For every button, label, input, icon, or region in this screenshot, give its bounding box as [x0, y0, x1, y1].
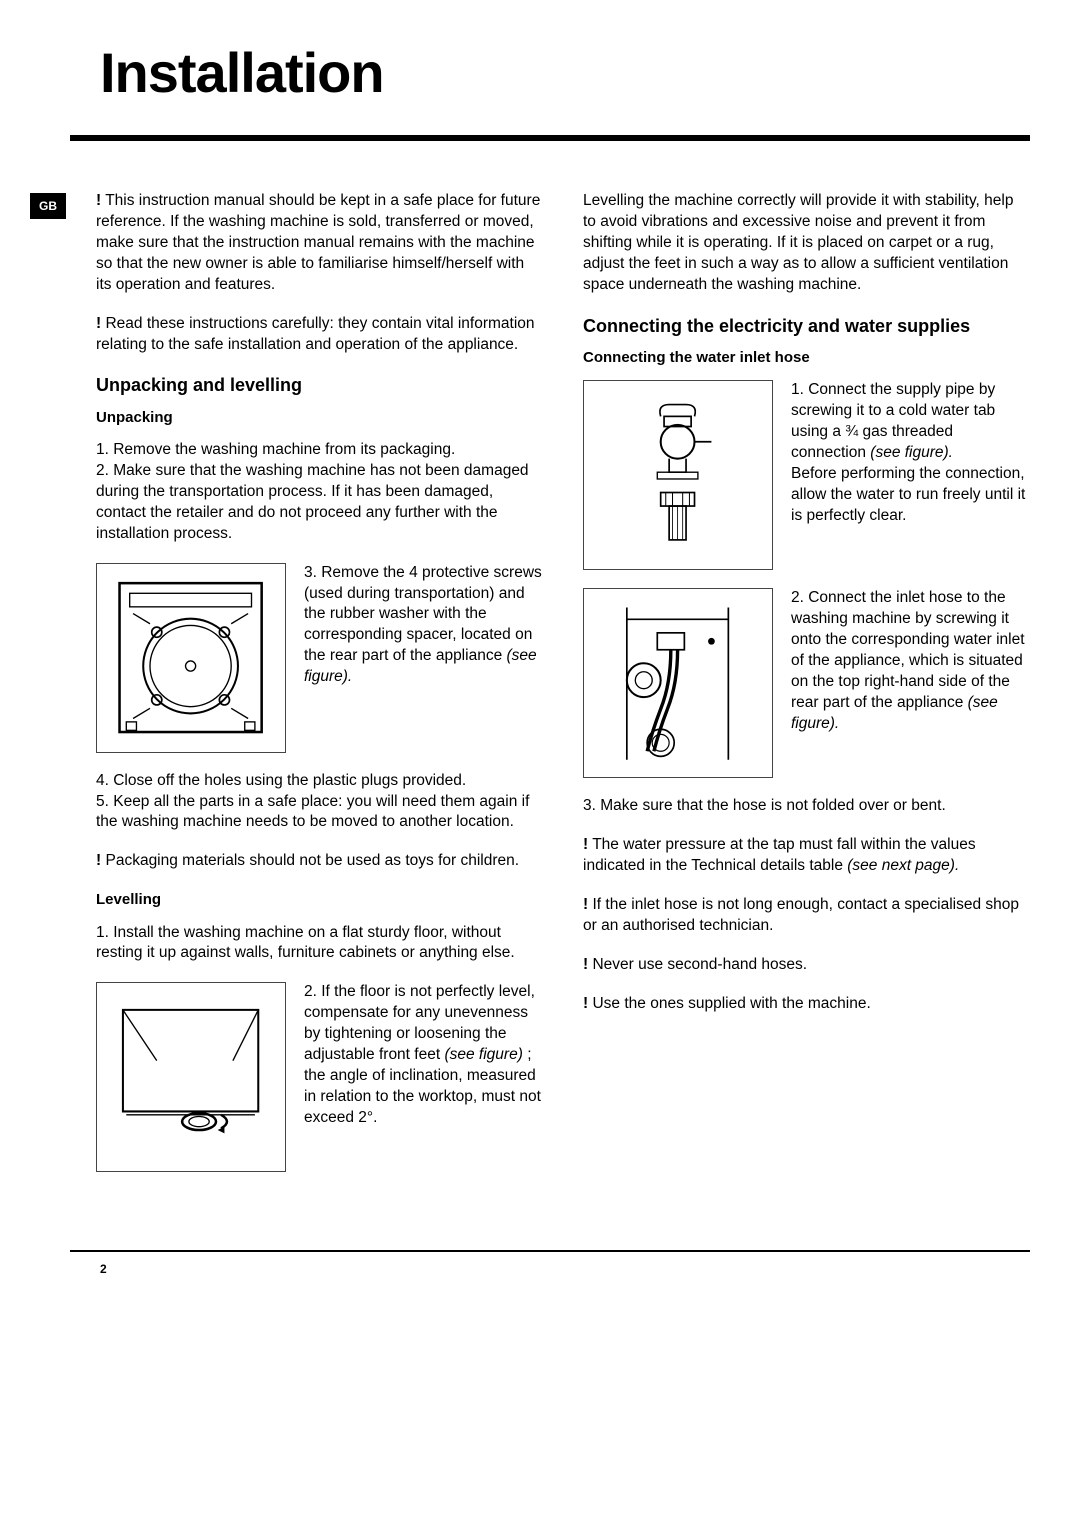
intro-text-2: Read these instructions carefully: they …: [96, 315, 535, 353]
connect-warning-3-text: Never use second-hand hoses.: [592, 956, 807, 973]
figure-row-tap: 1. Connect the supply pipe by screwing i…: [583, 380, 1030, 570]
figure-row-levelling: 2. If the floor is not perfectly level, …: [96, 982, 543, 1172]
intro-text-1: This instruction manual should be kept i…: [96, 192, 540, 293]
connect-step-3: 3. Make sure that the hose is not folded…: [583, 796, 1030, 817]
see-figure-text: (see figure).: [870, 444, 953, 461]
connect-warning-3: ! Never use second-hand hoses.: [583, 955, 1030, 976]
see-next-page-text: (see next page).: [847, 857, 959, 874]
figure-row-unpacking: 3. Remove the 4 protective screws (used …: [96, 563, 543, 753]
subsection-heading-unpacking: Unpacking: [96, 408, 543, 428]
subsection-heading-water-inlet: Connecting the water inlet hose: [583, 348, 1030, 368]
warning-icon: !: [583, 836, 588, 853]
figure-levelling-text: 2. If the floor is not perfectly level, …: [304, 982, 543, 1128]
intro-paragraph-2: ! Read these instructions carefully: the…: [96, 314, 543, 356]
connect-warning-4-text: Use the ones supplied with the machine.: [592, 995, 870, 1012]
title-divider: [70, 135, 1030, 141]
warning-icon: !: [96, 192, 101, 209]
unpacking-steps-1-2: 1. Remove the washing machine from its p…: [96, 440, 543, 545]
levelling-benefit-paragraph: Levelling the machine correctly will pro…: [583, 191, 1030, 296]
connect-warning-4: ! Use the ones supplied with the machine…: [583, 994, 1030, 1015]
figure-washer-back: [96, 563, 286, 753]
page-container: GB ! This instruction manual should be k…: [30, 191, 1030, 1190]
unpacking-warning: ! Packaging materials should not be used…: [96, 851, 543, 872]
columns: ! This instruction manual should be kept…: [96, 191, 1030, 1190]
language-badge: GB: [30, 193, 66, 219]
figure-tap-text: 1. Connect the supply pipe by screwing i…: [791, 380, 1030, 526]
connect-step-2: 2. Connect the inlet hose to the washing…: [791, 589, 1025, 711]
unpacking-steps-4-5: 4. Close off the holes using the plastic…: [96, 771, 543, 834]
figure-row-hose: 2. Connect the inlet hose to the washing…: [583, 588, 1030, 778]
see-figure-text: (see figure): [444, 1046, 522, 1063]
figure-tap-connection: [583, 380, 773, 570]
figure-unpacking-text: 3. Remove the 4 protective screws (used …: [304, 563, 543, 689]
figure-hose-text: 2. Connect the inlet hose to the washing…: [791, 588, 1030, 734]
warning-icon: !: [96, 315, 101, 332]
warning-icon: !: [583, 995, 588, 1012]
subsection-heading-levelling: Levelling: [96, 890, 543, 910]
connect-step-1b: Before performing the connection, allow …: [791, 465, 1025, 524]
page-number: 2: [100, 1262, 1030, 1276]
section-heading-unpacking-levelling: Unpacking and levelling: [96, 373, 543, 397]
right-column: Levelling the machine correctly will pro…: [583, 191, 1030, 1190]
left-column: ! This instruction manual should be kept…: [96, 191, 543, 1190]
levelling-step-1: 1. Install the washing machine on a flat…: [96, 923, 543, 965]
connect-warning-1: ! The water pressure at the tap must fal…: [583, 835, 1030, 877]
warning-icon: !: [583, 956, 588, 973]
figure-hose-connection: [583, 588, 773, 778]
bottom-divider: [70, 1250, 1030, 1252]
warning-icon: !: [96, 852, 101, 869]
figure-washer-feet: [96, 982, 286, 1172]
unpacking-warning-text: Packaging materials should not be used a…: [105, 852, 519, 869]
warning-icon: !: [583, 896, 588, 913]
section-heading-connecting: Connecting the electricity and water sup…: [583, 314, 1030, 338]
connect-warning-2-text: If the inlet hose is not long enough, co…: [583, 896, 1019, 934]
connect-warning-2: ! If the inlet hose is not long enough, …: [583, 895, 1030, 937]
intro-paragraph-1: ! This instruction manual should be kept…: [96, 191, 543, 296]
page-title: Installation: [100, 40, 1030, 105]
